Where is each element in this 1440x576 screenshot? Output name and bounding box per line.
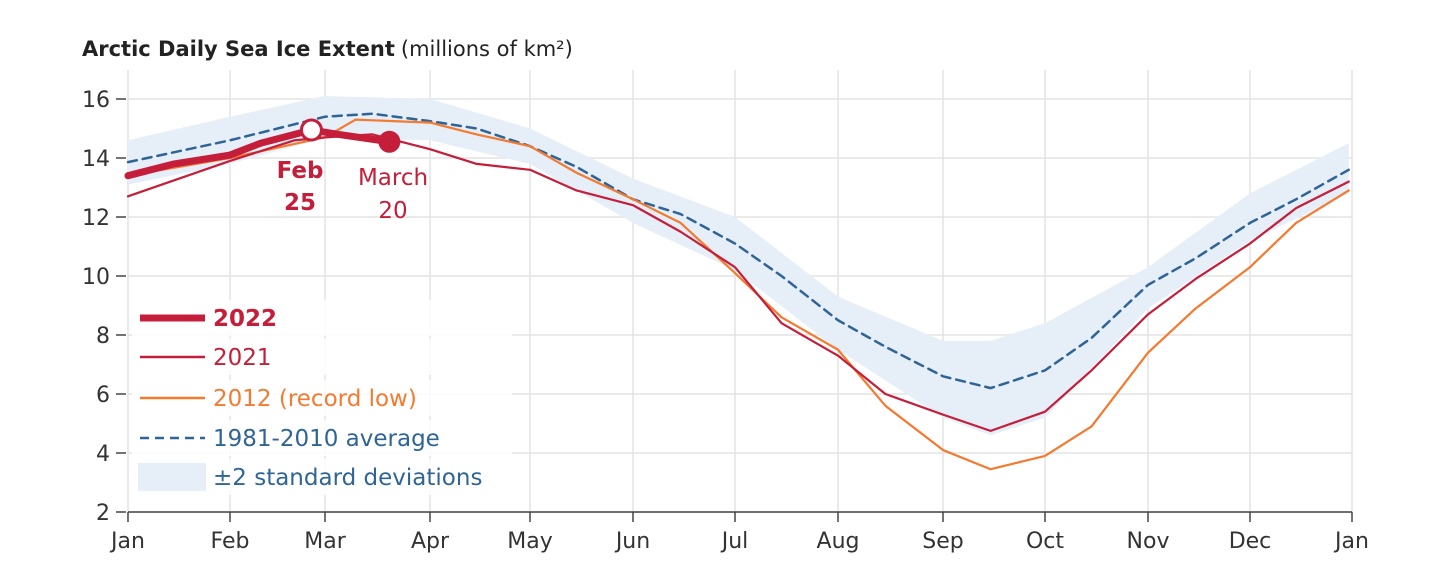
y-tick-label: 10 <box>82 265 110 290</box>
x-tick-label: Jan <box>1333 529 1369 554</box>
legend-bg <box>132 420 512 456</box>
legend-label: 2022 <box>213 306 277 332</box>
x-tick-label: May <box>507 529 552 554</box>
legend-label: 1981-2010 average <box>213 426 440 452</box>
legend-label: ±2 standard deviations <box>213 465 482 491</box>
series-line-2022 <box>124 126 393 180</box>
x-tick-label: Jan <box>109 529 145 554</box>
std-dev-band <box>128 96 1349 436</box>
x-tick-label: Feb <box>211 529 250 554</box>
x-tick-label: Dec <box>1229 529 1272 554</box>
march20-label: March <box>358 165 428 191</box>
y-tick-label: 16 <box>82 88 110 113</box>
y-tick-label: 6 <box>96 383 110 408</box>
y-tick-label: 12 <box>82 206 110 231</box>
x-tick-label: Aug <box>817 529 860 554</box>
y-tick-label: 4 <box>96 442 110 467</box>
series-line-1981-2010-average <box>126 112 1350 390</box>
x-tick-label: Nov <box>1127 529 1170 554</box>
feb25-label: Feb <box>277 158 324 184</box>
x-tick-label: Mar <box>304 529 346 554</box>
series-line-2012-record-low- <box>126 118 1350 471</box>
chart-title: Arctic Daily Sea Ice Extent (millions of … <box>82 37 573 61</box>
y-tick-label: 8 <box>96 324 110 349</box>
y-tick-label: 14 <box>82 147 110 172</box>
march20-label: 20 <box>378 198 407 224</box>
legend-label: 2021 <box>213 345 272 371</box>
x-tick-label: Apr <box>411 529 450 554</box>
march20-marker <box>378 130 401 153</box>
x-tick-label: Oct <box>1026 529 1064 554</box>
legend-label: 2012 (record low) <box>213 386 417 412</box>
x-tick-label: Sep <box>922 529 963 554</box>
legend-swatch <box>138 463 206 491</box>
x-tick-label: Jun <box>614 529 650 554</box>
y-tick-label: 2 <box>96 501 110 526</box>
feb25-label: 25 <box>284 190 316 216</box>
x-tick-label: Jul <box>720 529 749 554</box>
feb25-marker <box>299 118 323 142</box>
